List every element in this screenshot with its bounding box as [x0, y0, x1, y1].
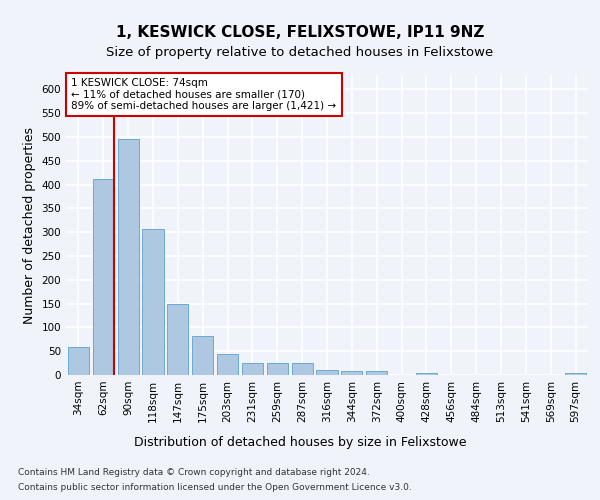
Bar: [565, 372, 586, 375]
Text: Contains public sector information licensed under the Open Government Licence v3: Contains public sector information licen…: [18, 483, 412, 492]
Bar: [341, 371, 362, 375]
Bar: [267, 363, 288, 375]
Bar: [93, 179, 114, 375]
Text: Size of property relative to detached houses in Felixstowe: Size of property relative to detached ho…: [106, 46, 494, 59]
Bar: [118, 140, 139, 375]
Text: Contains HM Land Registry data © Crown copyright and database right 2024.: Contains HM Land Registry data © Crown c…: [18, 468, 370, 477]
Bar: [167, 304, 188, 375]
Bar: [142, 230, 164, 375]
Bar: [316, 370, 338, 375]
Text: 1, KESWICK CLOSE, FELIXSTOWE, IP11 9NZ: 1, KESWICK CLOSE, FELIXSTOWE, IP11 9NZ: [116, 25, 484, 40]
Bar: [217, 354, 238, 375]
Bar: [242, 363, 263, 375]
Bar: [192, 336, 213, 375]
Bar: [292, 363, 313, 375]
Text: Distribution of detached houses by size in Felixstowe: Distribution of detached houses by size …: [134, 436, 466, 449]
Bar: [366, 371, 387, 375]
Bar: [416, 372, 437, 375]
Bar: [68, 348, 89, 375]
Y-axis label: Number of detached properties: Number of detached properties: [23, 126, 36, 324]
Text: 1 KESWICK CLOSE: 74sqm
← 11% of detached houses are smaller (170)
89% of semi-de: 1 KESWICK CLOSE: 74sqm ← 11% of detached…: [71, 78, 337, 111]
